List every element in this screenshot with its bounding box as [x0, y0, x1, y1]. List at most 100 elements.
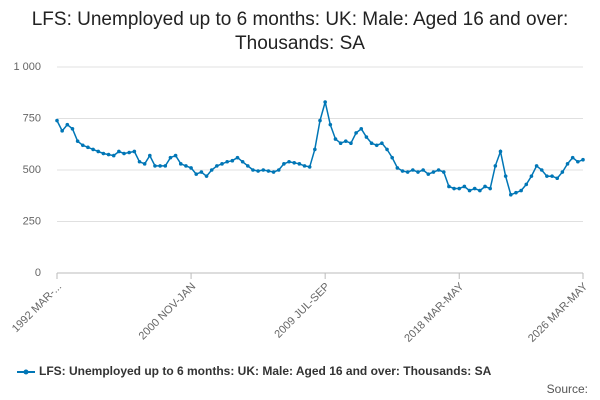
data-point — [545, 174, 549, 178]
data-point — [478, 188, 482, 193]
data-point — [555, 176, 560, 181]
data-point — [209, 168, 214, 172]
data-point — [199, 170, 204, 174]
data-point — [565, 162, 570, 166]
data-point — [153, 164, 157, 168]
data-point — [178, 162, 183, 166]
data-point — [426, 172, 431, 176]
data-point — [431, 170, 436, 174]
data-point — [385, 147, 389, 152]
data-point — [333, 137, 338, 141]
y-tick-label: 500 — [23, 164, 41, 176]
data-point — [405, 170, 410, 174]
data-point — [509, 192, 513, 197]
data-point — [302, 164, 307, 168]
x-tick-label: 2000 NOV-JAN — [137, 281, 199, 343]
data-point — [359, 127, 364, 131]
data-point — [75, 139, 80, 143]
data-point — [96, 149, 101, 154]
data-point — [313, 147, 317, 152]
data-point — [529, 174, 534, 178]
data-point — [488, 186, 492, 191]
data-point — [369, 141, 374, 146]
data-point — [483, 184, 487, 189]
data-point — [467, 188, 472, 193]
data-point — [240, 159, 245, 164]
data-point — [436, 168, 441, 172]
data-point — [91, 147, 95, 152]
data-point — [395, 166, 400, 170]
data-point — [194, 172, 199, 176]
data-point — [338, 141, 343, 146]
data-point — [173, 153, 178, 158]
y-tick-label: 250 — [23, 215, 41, 227]
data-point — [462, 184, 467, 189]
legend-label: LFS: Unemployed up to 6 months: UK: Male… — [39, 364, 492, 378]
data-point — [65, 122, 70, 127]
data-point — [132, 149, 137, 154]
x-tick-label: 2018 MAR-MAY — [402, 280, 467, 345]
data-point — [158, 164, 162, 168]
data-point — [534, 164, 539, 168]
data-point — [204, 174, 209, 178]
data-point — [292, 160, 297, 165]
data-point — [364, 135, 369, 139]
data-point — [127, 150, 131, 155]
data-point — [323, 100, 327, 104]
data-point — [390, 155, 394, 160]
data-point — [447, 184, 451, 189]
data-point — [519, 188, 523, 193]
x-tick-label: 1992 MAR-... — [10, 281, 64, 335]
data-point — [374, 143, 379, 148]
series-line — [56, 101, 584, 196]
data-point — [189, 166, 193, 170]
legend-swatch-dot — [23, 369, 29, 375]
data-point — [343, 139, 348, 143]
data-point — [349, 141, 353, 146]
data-point — [411, 168, 415, 172]
data-point — [86, 145, 90, 150]
data-point — [498, 149, 503, 154]
data-point — [246, 164, 250, 168]
data-point — [570, 155, 575, 160]
data-point — [271, 170, 276, 174]
data-point — [122, 151, 126, 156]
data-point — [380, 141, 384, 146]
data-point — [137, 159, 142, 164]
data-point — [560, 170, 565, 174]
data-point — [148, 153, 152, 158]
data-point — [117, 149, 121, 154]
data-point — [276, 168, 281, 172]
data-point — [282, 162, 286, 166]
data-point — [354, 131, 358, 135]
data-point — [550, 174, 554, 178]
x-tick-label: 2026 MAR-MAY — [526, 280, 591, 345]
data-point — [80, 143, 85, 148]
data-point — [503, 174, 508, 178]
data-point — [106, 152, 111, 157]
data-point — [514, 190, 518, 195]
data-point — [421, 168, 425, 172]
data-point — [261, 168, 266, 172]
data-point — [220, 162, 224, 166]
data-point — [328, 122, 333, 127]
data-point — [297, 162, 302, 166]
data-point — [60, 129, 64, 133]
source: Source: — [547, 382, 588, 396]
data-point — [111, 153, 116, 158]
data-point — [457, 186, 462, 191]
data-point — [307, 165, 312, 169]
data-point — [168, 155, 173, 160]
data-point — [400, 169, 405, 173]
data-point — [215, 164, 219, 168]
data-point — [416, 170, 420, 174]
data-point — [266, 169, 271, 173]
y-tick-label: 0 — [35, 267, 41, 279]
chart-title: LFS: Unemployed up to 6 months: UK: Male… — [31, 9, 569, 54]
data-point — [101, 151, 106, 156]
data-point — [184, 164, 188, 168]
data-point — [225, 159, 229, 164]
data-point — [576, 159, 580, 164]
